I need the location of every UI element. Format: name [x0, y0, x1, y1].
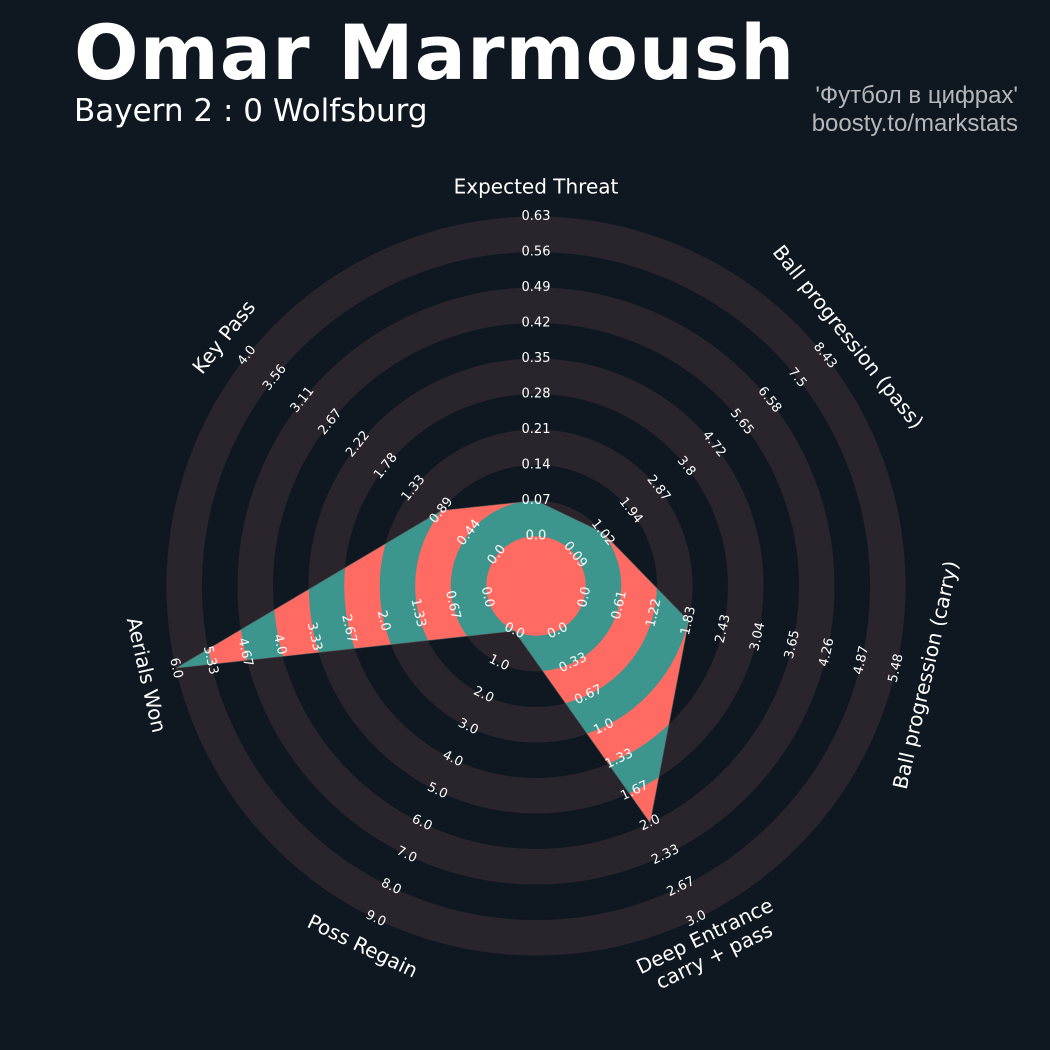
value-polygon-outline	[175, 500, 690, 824]
tick-label: 0.0	[575, 585, 594, 609]
value-band	[450, 500, 622, 672]
tick-label: 4.26	[816, 637, 837, 669]
tick-label: 0.0	[526, 529, 547, 544]
tick-label: 0.56	[522, 245, 551, 260]
tick-label: 5.48	[886, 652, 907, 684]
tick-label: 2.67	[338, 613, 359, 645]
tick-label: 3.65	[782, 629, 803, 661]
tick-label: 4.67	[234, 637, 255, 669]
tick-label: 2.0	[374, 609, 393, 633]
tick-label: 1.22	[643, 597, 664, 629]
tick-label: 4.87	[851, 645, 872, 677]
tick-label: 1.83	[678, 605, 699, 637]
tick-label: 0.28	[522, 387, 551, 402]
credit-line-1: 'Футбол в цифрах'	[815, 82, 1018, 109]
tick-label: 4.0	[270, 633, 289, 657]
credit-line-2: boosty.to/markstats	[811, 110, 1018, 137]
background-ring	[166, 216, 906, 956]
tick-label: 2.43	[713, 613, 734, 645]
tick-label: 1.33	[407, 597, 428, 629]
tick-label: 0.35	[522, 351, 551, 366]
tick-label: 0.14	[522, 458, 551, 473]
tick-label: 5.33	[200, 645, 221, 677]
tick-label: 0.21	[522, 422, 551, 437]
tick-label: 0.67	[442, 589, 463, 621]
tick-label: 0.49	[522, 280, 551, 295]
page-title: Omar Marmoush	[74, 8, 796, 97]
tick-label: 0.42	[522, 316, 551, 331]
tick-label: 0.61	[609, 589, 630, 621]
tick-label: 0.0	[478, 585, 497, 609]
tick-label: 6.0	[166, 656, 185, 680]
background-ring	[237, 287, 835, 885]
tick-label: 3.33	[304, 621, 325, 653]
parameter-label: Aerials Won	[122, 615, 172, 735]
tick-label: 0.63	[522, 209, 551, 224]
tick-label: 3.04	[747, 621, 768, 653]
radar-center	[486, 536, 586, 636]
parameter-label: Expected Threat	[454, 175, 619, 199]
tick-label: 0.07	[522, 493, 551, 508]
match-subtitle: Bayern 2 : 0 Wolfsburg	[74, 93, 428, 129]
